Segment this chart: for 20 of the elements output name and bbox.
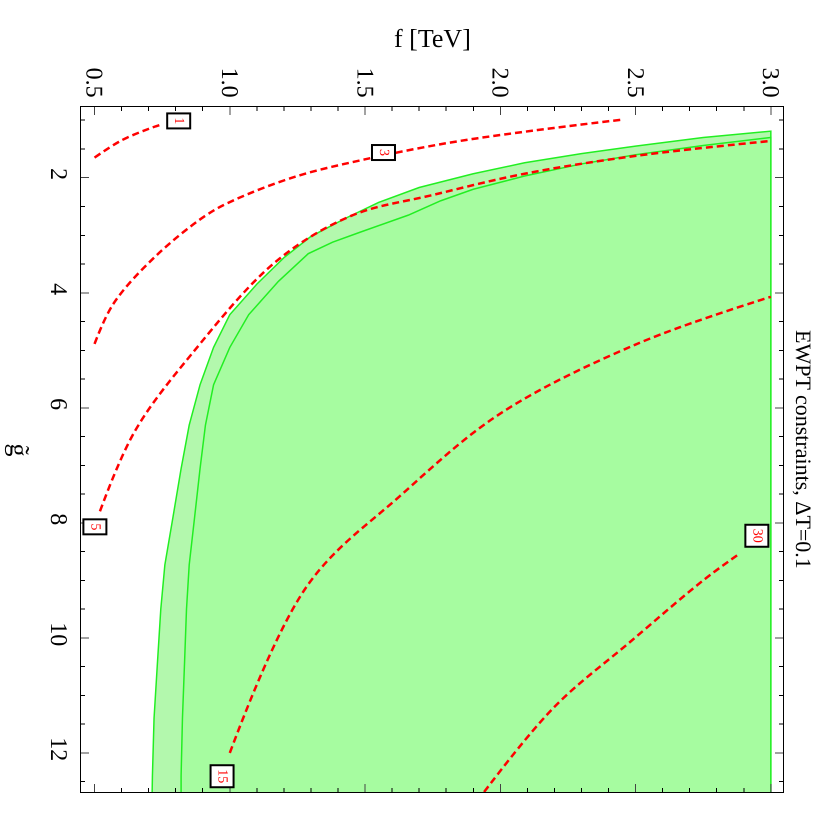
annotation: 3 (376, 149, 391, 156)
x-tick-label: 0.5 (80, 68, 107, 98)
text: EWPT constraints, ΔT=0.1 (791, 330, 816, 569)
x-tick-label: 3.0 (757, 68, 784, 98)
y-tick-label: 12 (45, 737, 72, 762)
y-tick-label: 6 (45, 398, 72, 410)
annotation: 15 (214, 769, 230, 784)
x-tick-label: 1.0 (216, 68, 242, 98)
annotation: 1 (171, 117, 186, 124)
annotation: 30 (749, 528, 764, 543)
y-tick-label: 4 (45, 283, 72, 296)
x-tick-label: 2.0 (486, 68, 513, 98)
y-tick-label: 10 (45, 622, 72, 646)
y-tick-label: 8 (45, 513, 72, 526)
y-tick-label: 2 (45, 168, 72, 180)
x-tick-label: 2.5 (622, 68, 648, 98)
x-axis-title: f [TeV] (394, 24, 471, 53)
y-axis-title: g̃ (4, 444, 34, 456)
annotation: 5 (87, 523, 102, 530)
x-tick-label: 1.5 (351, 68, 378, 98)
